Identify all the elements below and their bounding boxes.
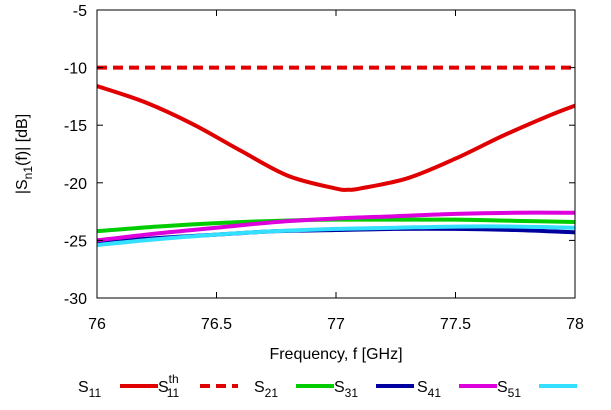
legend-label: Sth 11: [158, 372, 179, 400]
y-tick-label: -5: [73, 3, 87, 20]
x-tick-label: 77: [327, 316, 345, 333]
series-layer: [97, 65, 575, 247]
legend-entry-s11th: Sth 11: [158, 372, 238, 400]
y-tick-label: -30: [64, 291, 87, 308]
x-tick-label: 77.5: [440, 316, 471, 333]
y-tick-label: -15: [64, 118, 87, 135]
x-tick-label: 76.5: [201, 316, 232, 333]
y-tick-label: -10: [64, 61, 87, 78]
legend-label: S41: [417, 379, 441, 400]
series-line-s11: [97, 84, 575, 192]
legend-label: S11: [78, 379, 101, 400]
legend-entry-s51: S51: [497, 379, 577, 400]
x-axis-label: Frequency, f [GHz]: [269, 346, 402, 363]
y-tick-label: -20: [64, 176, 87, 193]
legend-label: S21: [254, 379, 278, 400]
legend-entry-s11: S11: [78, 379, 158, 400]
x-tick-label: 76: [88, 316, 106, 333]
legend-entry-s41: S41: [417, 379, 497, 400]
legend-label: S51: [497, 379, 521, 400]
legend: S11 Sth 11 S21 S31 S41 S51: [78, 372, 577, 400]
series-line-s51: [97, 224, 575, 247]
legend-label: S31: [334, 379, 358, 400]
y-axis-label: |Sn1(f)| [dB]: [14, 114, 35, 194]
legend-entry-s21: S21: [254, 379, 334, 400]
axes-layer: 76 76.5 77 77.5 78 -30 -25 -20 -15 -10 -5 Frequency…: [14, 3, 584, 363]
x-tick-label: 78: [566, 316, 584, 333]
legend-entry-s31: S31: [334, 379, 414, 400]
series-line-s41: [97, 210, 575, 243]
y-tick-label: -25: [64, 233, 87, 250]
